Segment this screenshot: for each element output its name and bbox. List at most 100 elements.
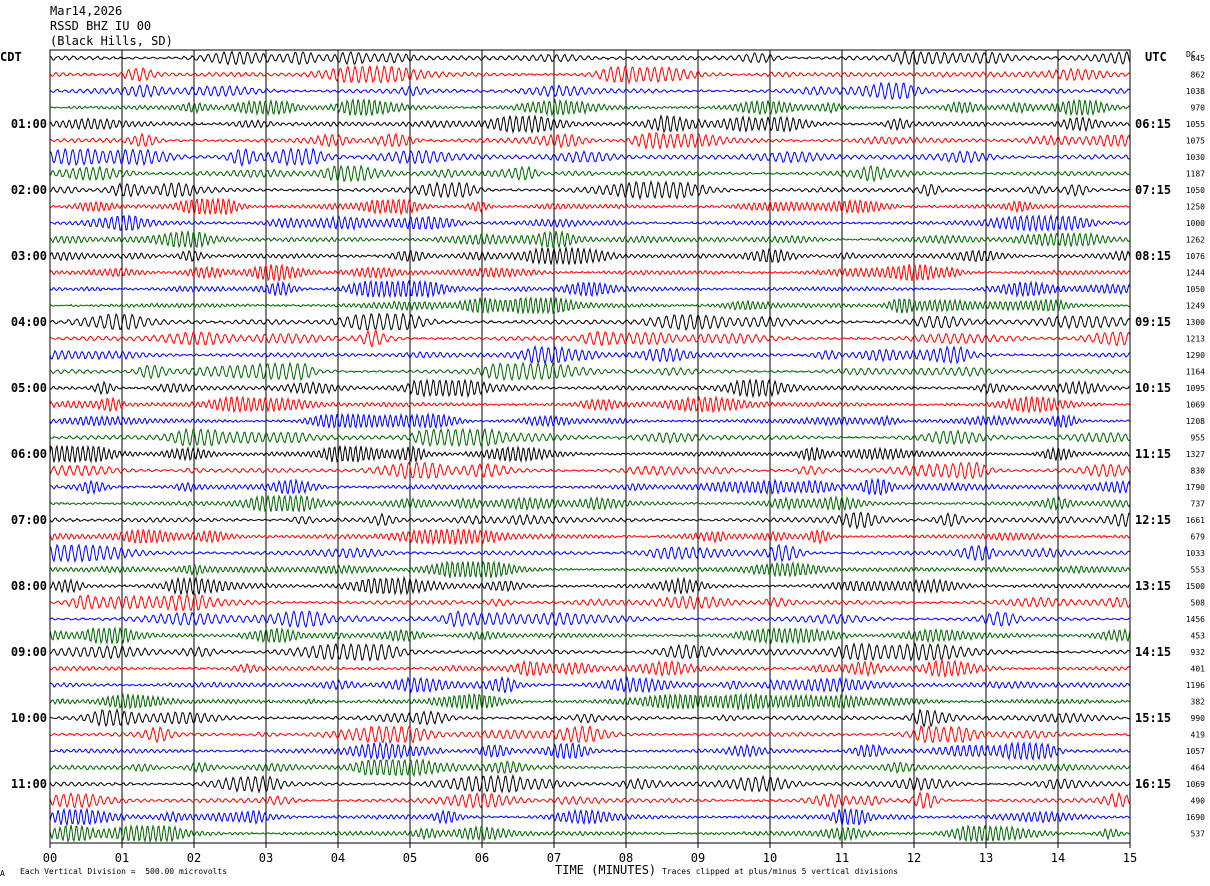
right-time-label: 10:15: [1135, 381, 1171, 395]
dc-offset-value: 1249: [1186, 302, 1205, 311]
right-time-label: 09:15: [1135, 315, 1171, 329]
dc-offset-value: 453: [1191, 632, 1206, 641]
dc-offset-value: 1790: [1186, 483, 1205, 492]
left-time-label: 06:00: [11, 447, 47, 461]
trace-line: [49, 543, 1131, 564]
dc-offset-value: 862: [1191, 71, 1206, 80]
corner-mark: A: [0, 869, 5, 878]
dc-offset-value: 537: [1191, 830, 1206, 839]
trace-line: [49, 131, 1131, 151]
seismic-traces: [49, 49, 1131, 844]
trace-line: [49, 197, 1131, 216]
right-timezone-label: UTC: [1145, 50, 1167, 64]
x-axis-label: TIME (MINUTES): [555, 863, 657, 877]
left-time-label: 09:00: [11, 645, 47, 659]
dc-offset-value: 1196: [1186, 681, 1205, 690]
dc-offset-value: 1057: [1186, 747, 1205, 756]
dc-offset-value: 1076: [1186, 252, 1205, 261]
trace-line: [49, 377, 1131, 399]
trace-line: [49, 626, 1131, 645]
left-time-labels: 01:00 02:00 03:00 04:00 05:00 06:00 07:00 08:00…: [11, 117, 47, 791]
left-time-label: 02:00: [11, 183, 47, 197]
dc-offset-value: 1262: [1186, 236, 1205, 245]
dc-offset-value: 970: [1191, 104, 1206, 113]
dc-offset-value: 1661: [1186, 516, 1205, 525]
trace-line: [49, 81, 1131, 101]
x-tick-label: 15: [1123, 851, 1137, 865]
header-station: RSSD BHZ IU 00: [50, 19, 152, 33]
trace-line: [49, 773, 1131, 794]
dc-offset-value: 1030: [1186, 153, 1205, 162]
dc-offset-value: 1250: [1186, 203, 1205, 212]
left-time-label: 05:00: [11, 381, 47, 395]
trace-line: [49, 575, 1131, 596]
trace-line: [49, 279, 1131, 299]
minute-grid: [121, 50, 1059, 843]
vertical-division-note: Each Vertical Division = 500.00 microvol…: [20, 867, 228, 876]
dc-offset-value: 464: [1191, 764, 1206, 773]
dc-offset-value: 1690: [1186, 813, 1205, 822]
trace-line: [49, 412, 1131, 430]
trace-line: [49, 246, 1131, 266]
right-time-label: 16:15: [1135, 777, 1171, 791]
x-tick-label: 12: [907, 851, 921, 865]
dc-offset-value: 1033: [1186, 549, 1205, 558]
x-tick-label: 09: [691, 851, 705, 865]
right-time-label: 06:15: [1135, 117, 1171, 131]
header-location: (Black Hills, SD): [50, 34, 173, 48]
x-tick-label: 06: [475, 851, 489, 865]
trace-line: [49, 560, 1131, 579]
right-time-label: 07:15: [1135, 183, 1171, 197]
trace-line: [49, 328, 1131, 348]
trace-line: [49, 658, 1131, 679]
trace-line: [49, 213, 1131, 233]
left-time-label: 10:00: [11, 711, 47, 725]
trace-line: [49, 263, 1131, 282]
trace-line: [49, 708, 1131, 728]
trace-line: [49, 675, 1131, 694]
trace-line: [49, 724, 1131, 745]
trace-line: [49, 344, 1131, 366]
dc-offset-value: 955: [1191, 434, 1206, 443]
trace-line: [49, 312, 1131, 332]
dc-offset-value: 1213: [1186, 335, 1205, 344]
dc-offset-value: 1050: [1186, 186, 1205, 195]
x-tick-label: 13: [979, 851, 993, 865]
dc-offset-value: 1290: [1186, 351, 1205, 360]
trace-line: [49, 229, 1131, 249]
dc-offset-value: 1164: [1186, 368, 1205, 377]
dc-offset-value: 1244: [1186, 269, 1205, 278]
trace-line: [49, 296, 1131, 315]
right-time-label: 15:15: [1135, 711, 1171, 725]
dc-offset-value: 508: [1191, 599, 1206, 608]
dc-offset-value: 679: [1191, 533, 1206, 542]
dc-offset-value: 1038: [1186, 87, 1205, 96]
x-tick-label: 07: [547, 851, 561, 865]
x-tick-label: 02: [187, 851, 201, 865]
x-tick-label: 11: [835, 851, 849, 865]
trace-line: [49, 493, 1131, 513]
dc-offset-value: 382: [1191, 698, 1206, 707]
dc-offset-value: 1075: [1186, 137, 1205, 146]
plot-frame: [49, 49, 1131, 844]
dc-offset-value: 1050: [1186, 285, 1205, 294]
dc-offset-value: 1000: [1186, 219, 1205, 228]
right-time-label: 14:15: [1135, 645, 1171, 659]
dc-offset-value: 990: [1191, 714, 1206, 723]
trace-line: [49, 49, 1131, 66]
trace-line: [49, 395, 1131, 415]
trace-line: [49, 444, 1131, 464]
trace-line: [49, 164, 1131, 183]
trace-line: [49, 461, 1131, 480]
trace-line: [49, 147, 1131, 168]
right-time-label: 11:15: [1135, 447, 1171, 461]
dc-offset-value: 830: [1191, 467, 1206, 476]
trace-line: [49, 758, 1131, 778]
left-time-label: 07:00: [11, 513, 47, 527]
left-time-label: 08:00: [11, 579, 47, 593]
trace-line: [49, 741, 1131, 762]
trace-line: [49, 97, 1131, 117]
x-tick-labels: 00 01 02 03 04 05 06 07 08 09 10 11 12 13 14 15: [43, 843, 1137, 865]
left-timezone-label: CDT: [0, 50, 22, 64]
dc-offset-value: 1500: [1186, 582, 1205, 591]
